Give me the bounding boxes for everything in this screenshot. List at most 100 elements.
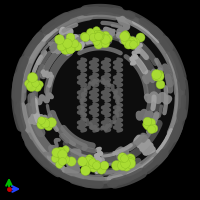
Point (26, 81, 30, 84)
Point (43, 122, 46, 125)
Point (66, 44, 69, 47)
Point (68, 35, 71, 38)
Point (83, 35, 86, 38)
Point (30, 78, 34, 81)
Point (94, 164, 98, 167)
Point (154, 74, 158, 78)
Point (132, 43, 135, 46)
Point (128, 161, 132, 164)
Point (122, 157, 125, 161)
Point (104, 41, 107, 44)
Point (103, 34, 107, 37)
Point (125, 164, 128, 167)
Point (122, 157, 126, 160)
Point (91, 162, 94, 166)
Point (149, 127, 153, 131)
Point (127, 43, 130, 46)
Point (151, 126, 154, 130)
Point (81, 159, 84, 163)
Point (31, 76, 34, 79)
Point (46, 124, 49, 127)
Point (36, 86, 39, 89)
Point (94, 29, 98, 32)
Point (154, 73, 157, 76)
Point (34, 81, 37, 84)
Point (57, 162, 61, 166)
Point (103, 37, 106, 41)
Point (104, 36, 107, 39)
Point (124, 160, 127, 163)
Point (98, 34, 102, 38)
Point (91, 36, 94, 39)
Point (31, 76, 34, 79)
Point (122, 35, 126, 38)
Point (144, 122, 148, 126)
Point (128, 157, 131, 160)
Point (157, 73, 160, 76)
Point (58, 149, 62, 152)
Point (101, 37, 104, 40)
Point (121, 158, 125, 161)
Point (54, 156, 57, 159)
Point (156, 74, 160, 77)
Point (95, 39, 98, 43)
Point (150, 120, 153, 123)
Point (49, 120, 53, 123)
Point (156, 73, 159, 77)
Point (126, 158, 129, 161)
Point (69, 48, 72, 51)
Point (63, 157, 66, 160)
Point (95, 32, 99, 35)
Point (157, 74, 160, 77)
Point (145, 119, 148, 123)
Point (124, 34, 127, 38)
Point (68, 47, 71, 50)
Point (60, 155, 63, 158)
Point (37, 83, 40, 86)
Point (64, 148, 67, 151)
Polygon shape (18, 11, 182, 183)
Point (120, 164, 124, 167)
Point (128, 43, 131, 46)
Point (43, 121, 46, 124)
Point (60, 155, 63, 158)
Point (96, 33, 99, 36)
Point (94, 163, 97, 166)
Point (96, 43, 99, 46)
Point (83, 168, 86, 172)
Point (80, 160, 83, 163)
Point (102, 163, 105, 167)
Point (114, 163, 118, 166)
Point (123, 158, 126, 161)
Point (127, 38, 130, 41)
Point (123, 32, 127, 36)
Point (83, 169, 87, 172)
Point (64, 42, 67, 45)
Point (88, 30, 92, 33)
Point (101, 40, 105, 44)
Point (56, 151, 59, 154)
Point (56, 154, 59, 157)
Point (92, 165, 95, 168)
Point (100, 168, 103, 171)
Point (63, 47, 66, 50)
Point (59, 158, 63, 162)
Point (102, 163, 105, 166)
Point (29, 85, 33, 88)
Point (96, 34, 99, 37)
Point (90, 162, 94, 166)
Point (88, 156, 91, 159)
Point (123, 38, 127, 41)
Point (123, 159, 126, 162)
Point (98, 33, 101, 36)
Point (124, 35, 127, 38)
Point (146, 123, 149, 127)
Point (94, 163, 97, 166)
Point (131, 40, 134, 43)
Point (97, 34, 101, 37)
Point (84, 36, 87, 39)
Point (157, 75, 160, 78)
Point (58, 37, 61, 41)
Point (61, 153, 64, 156)
Point (40, 118, 43, 122)
